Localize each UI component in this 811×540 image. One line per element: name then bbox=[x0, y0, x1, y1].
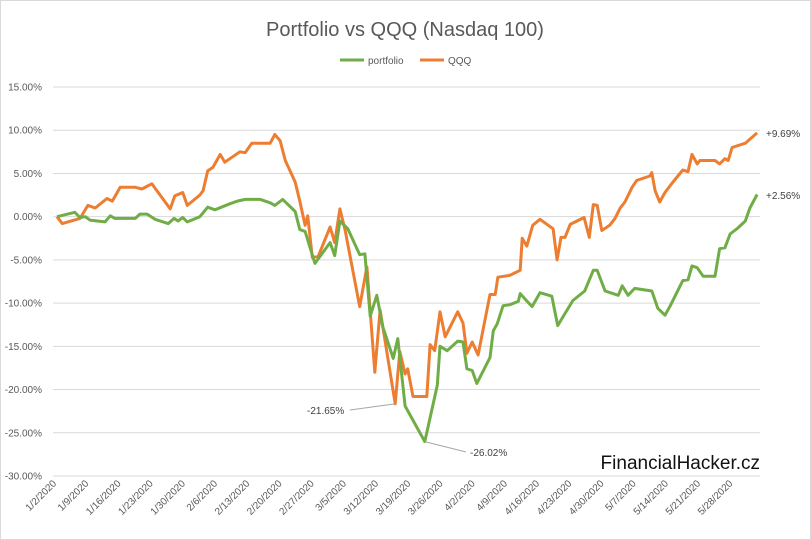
x-tick-label: 4/30/2020 bbox=[567, 478, 607, 518]
data-label: +9.69% bbox=[766, 129, 800, 140]
x-tick-label: 2/27/2020 bbox=[277, 478, 317, 518]
data-label: -26.02% bbox=[470, 448, 507, 459]
y-tick-label: 15.00% bbox=[8, 83, 42, 94]
y-tick-label: 10.00% bbox=[8, 126, 42, 137]
annotation-leader-line bbox=[424, 441, 467, 453]
legend-label-qqq: QQQ bbox=[448, 56, 472, 67]
watermark: FinancialHacker.cz bbox=[601, 453, 760, 474]
annotation-leader-line bbox=[349, 403, 396, 411]
x-tick-label: 4/2/2020 bbox=[442, 478, 478, 514]
x-tick-label: 1/30/2020 bbox=[149, 478, 189, 518]
x-tick-label: 3/26/2020 bbox=[406, 478, 446, 518]
legend: portfolio QQQ bbox=[340, 56, 472, 67]
y-tick-label: -5.00% bbox=[10, 255, 42, 266]
chart-title: Portfolio vs QQQ (Nasdaq 100) bbox=[266, 19, 544, 41]
y-tick-label: 5.00% bbox=[14, 169, 42, 180]
x-tick-label: 5/28/2020 bbox=[696, 478, 736, 518]
data-label: +2.56% bbox=[766, 191, 800, 202]
y-tick-label: -10.00% bbox=[5, 299, 42, 310]
y-tick-label: -25.00% bbox=[5, 428, 42, 439]
legend-label-portfolio: portfolio bbox=[368, 56, 404, 67]
series-line-qqq bbox=[55, 131, 759, 406]
series-line-portfolio bbox=[56, 193, 759, 444]
x-tick-label: 1/2/2020 bbox=[24, 478, 60, 514]
y-tick-label: -15.00% bbox=[5, 342, 42, 353]
data-label: -21.65% bbox=[307, 406, 344, 417]
y-tick-label: -30.00% bbox=[5, 472, 42, 483]
y-tick-label: -20.00% bbox=[5, 385, 42, 396]
y-tick-label: 0.00% bbox=[14, 212, 42, 223]
